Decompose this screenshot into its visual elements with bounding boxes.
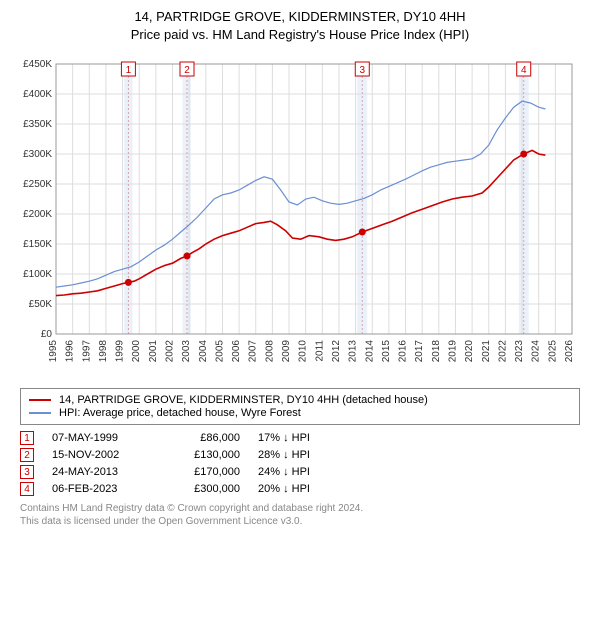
x-axis-label: 2019 — [447, 340, 458, 363]
x-axis-label: 2022 — [497, 340, 508, 363]
x-axis-label: 2018 — [431, 340, 442, 363]
transaction-row: 1 07-MAY-1999 £86,000 17% ↓ HPI — [20, 431, 580, 445]
transaction-diff: 28% ↓ HPI — [258, 449, 348, 461]
transaction-dot — [520, 151, 527, 158]
x-axis-label: 2026 — [564, 340, 575, 363]
y-axis-label: £150K — [23, 239, 52, 250]
x-axis-label: 2008 — [264, 340, 275, 363]
y-axis-label: £200K — [23, 209, 52, 220]
transaction-row: 4 06-FEB-2023 £300,000 20% ↓ HPI — [20, 482, 580, 496]
legend-swatch — [29, 399, 51, 401]
x-axis-label: 2014 — [364, 340, 375, 363]
svg-text:3: 3 — [359, 65, 365, 76]
x-axis-label: 2023 — [514, 340, 525, 363]
x-axis-label: 2020 — [464, 340, 475, 363]
legend-label: 14, PARTRIDGE GROVE, KIDDERMINSTER, DY10… — [59, 394, 428, 406]
x-axis-label: 2003 — [181, 340, 192, 363]
marker-box: 1 — [121, 62, 135, 76]
transaction-marker: 3 — [20, 465, 34, 479]
x-axis-label: 1999 — [115, 340, 126, 363]
x-axis-label: 2002 — [165, 340, 176, 363]
x-axis-label: 2013 — [348, 340, 359, 363]
transaction-diff: 17% ↓ HPI — [258, 432, 348, 444]
transaction-date: 06-FEB-2023 — [52, 483, 152, 495]
transaction-diff: 24% ↓ HPI — [258, 466, 348, 478]
transaction-dot — [125, 279, 132, 286]
transaction-price: £300,000 — [170, 483, 240, 495]
transaction-date: 24-MAY-2013 — [52, 466, 152, 478]
y-axis-label: £450K — [23, 59, 52, 70]
transaction-dot — [359, 229, 366, 236]
x-axis-label: 2017 — [414, 340, 425, 363]
x-axis-label: 2009 — [281, 340, 292, 363]
y-axis-label: £350K — [23, 119, 52, 130]
y-axis-label: £300K — [23, 149, 52, 160]
x-axis-label: 2007 — [248, 340, 259, 363]
x-axis-label: 2015 — [381, 340, 392, 363]
x-axis-label: 2001 — [148, 340, 159, 363]
transaction-marker: 4 — [20, 482, 34, 496]
x-axis-label: 2000 — [131, 340, 142, 363]
y-axis-label: £50K — [29, 299, 53, 310]
chart-container: 1 2 3 4 £0 £50K £100K £150K £200K £250K £300K £350K… — [8, 50, 592, 380]
x-axis-label: 1995 — [48, 340, 59, 363]
x-axis-label: 2025 — [547, 340, 558, 363]
transaction-dot — [183, 253, 190, 260]
transaction-diff: 20% ↓ HPI — [258, 483, 348, 495]
transaction-row: 2 15-NOV-2002 £130,000 28% ↓ HPI — [20, 448, 580, 462]
x-axis-label: 2024 — [531, 340, 542, 363]
transaction-date: 07-MAY-1999 — [52, 432, 152, 444]
x-axis-label: 1996 — [65, 340, 76, 363]
y-axis-label: £400K — [23, 89, 52, 100]
y-axis-label: £0 — [41, 329, 53, 340]
price-chart: 1 2 3 4 £0 £50K £100K £150K £200K £250K £300K £350K… — [8, 50, 584, 380]
transaction-price: £130,000 — [170, 449, 240, 461]
x-axis-label: 2016 — [398, 340, 409, 363]
marker-box: 4 — [517, 62, 531, 76]
legend-box: 14, PARTRIDGE GROVE, KIDDERMINSTER, DY10… — [20, 388, 580, 425]
x-axis-label: 2010 — [298, 340, 309, 363]
x-axis-label: 1998 — [98, 340, 109, 363]
x-axis-label: 2012 — [331, 340, 342, 363]
legend-swatch — [29, 412, 51, 414]
x-axis-label: 2005 — [214, 340, 225, 363]
y-axis-label: £250K — [23, 179, 52, 190]
transaction-date: 15-NOV-2002 — [52, 449, 152, 461]
x-axis-label: 2021 — [481, 340, 492, 363]
transaction-row: 3 24-MAY-2013 £170,000 24% ↓ HPI — [20, 465, 580, 479]
y-axis-label: £100K — [23, 269, 52, 280]
legend-row: 14, PARTRIDGE GROVE, KIDDERMINSTER, DY10… — [29, 394, 571, 406]
chart-title: 14, PARTRIDGE GROVE, KIDDERMINSTER, DY10… — [8, 8, 592, 44]
title-line-2: Price paid vs. HM Land Registry's House … — [8, 26, 592, 44]
svg-text:1: 1 — [126, 65, 132, 76]
legend-row: HPI: Average price, detached house, Wyre… — [29, 407, 571, 419]
transaction-marker: 2 — [20, 448, 34, 462]
x-axis-label: 1997 — [81, 340, 92, 363]
footer-line-2: This data is licensed under the Open Gov… — [20, 515, 580, 528]
svg-text:4: 4 — [521, 65, 527, 76]
transaction-table: 1 07-MAY-1999 £86,000 17% ↓ HPI 2 15-NOV-2002… — [20, 431, 580, 496]
marker-box: 3 — [355, 62, 369, 76]
transaction-price: £86,000 — [170, 432, 240, 444]
x-axis-label: 2011 — [314, 340, 325, 362]
title-line-1: 14, PARTRIDGE GROVE, KIDDERMINSTER, DY10… — [8, 8, 592, 26]
transaction-marker: 1 — [20, 431, 34, 445]
svg-text:2: 2 — [184, 65, 190, 76]
x-axis-label: 2006 — [231, 340, 242, 363]
transaction-price: £170,000 — [170, 466, 240, 478]
footer-attribution: Contains HM Land Registry data © Crown c… — [20, 502, 580, 528]
footer-line-1: Contains HM Land Registry data © Crown c… — [20, 502, 580, 515]
x-axis-label: 2004 — [198, 340, 209, 363]
legend-label: HPI: Average price, detached house, Wyre… — [59, 407, 301, 419]
marker-box: 2 — [180, 62, 194, 76]
